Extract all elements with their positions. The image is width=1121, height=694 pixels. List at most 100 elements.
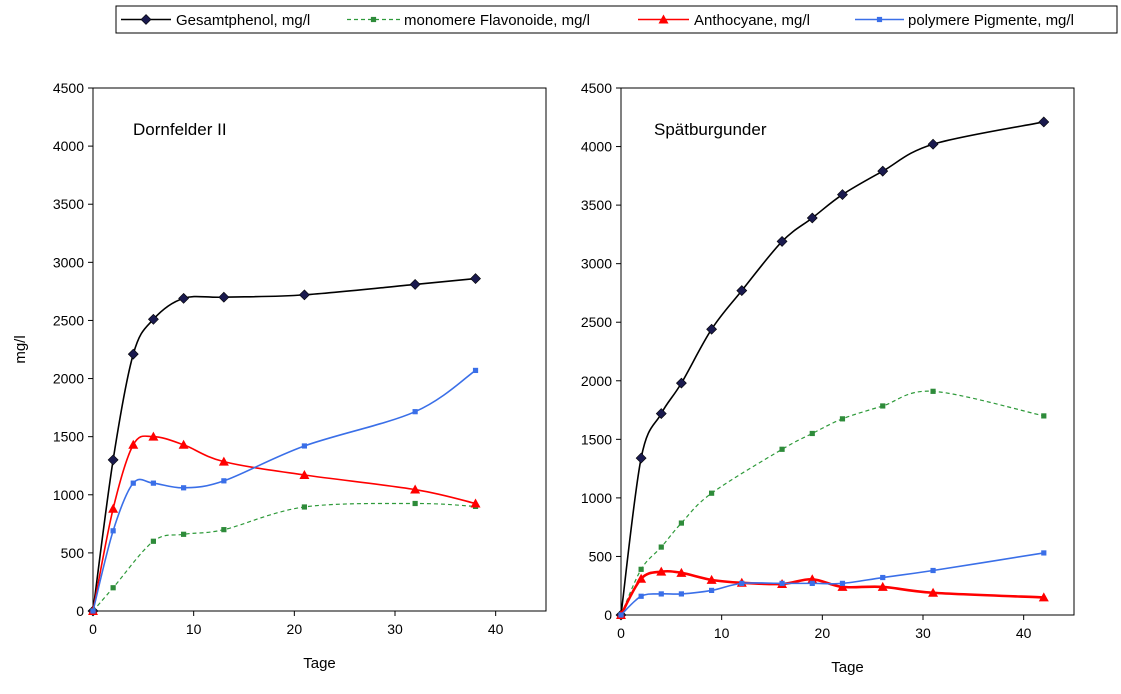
data-point-polymere-pigmente [809, 580, 815, 586]
data-point-anthocyane [1038, 592, 1049, 602]
series-line-polymere-pigmente-spaetburgunder [620, 552, 1044, 616]
data-point-anthocyane [218, 456, 229, 466]
y-tick-label-dornfelder: 1000 [53, 487, 84, 503]
y-tick-label-dornfelder: 3000 [53, 254, 84, 270]
data-point-polymere-pigmente [181, 485, 187, 491]
y-tick-label-dornfelder: 4500 [53, 80, 84, 96]
data-point-polymere-pigmente [1041, 550, 1047, 556]
data-point-gesamtphenol [706, 323, 718, 335]
legend: Gesamtphenol, mg/l monomere Flavonoide, … [115, 5, 1118, 34]
x-tick-label-dornfelder: 20 [287, 621, 303, 637]
data-point-monomere-flavonoide [839, 416, 846, 422]
data-point-monomere-flavonoide [658, 544, 664, 550]
series-line-polymere-pigmente-dornfelder [92, 369, 476, 612]
series-line-anthocyane-dornfelder [92, 435, 476, 612]
series-line-monomere-flavonoide-dornfelder [92, 502, 476, 612]
panel-title-spaetburgunder: Spätburgunder [654, 120, 767, 139]
data-point-anthocyane [128, 439, 139, 449]
x-tick-label-dornfelder: 10 [186, 621, 202, 637]
x-tick-label-spaetburgunder: 30 [915, 625, 931, 641]
data-point-polymere-pigmente [150, 480, 156, 486]
legend-label-polymere-pigmente: polymere Pigmente, mg/l [908, 12, 1074, 29]
data-point-gesamtphenol [147, 313, 159, 325]
data-point-monomere-flavonoide [809, 430, 815, 437]
y-tick-label-dornfelder: 2500 [53, 312, 84, 328]
data-point-polymere-pigmente [839, 580, 846, 586]
legend-label-anthocyane: Anthocyane, mg/l [694, 12, 810, 29]
data-point-monomere-flavonoide [221, 527, 227, 533]
chart-panel-dornfelder: Dornfelder II Tage mg/l 0 500 1000 1500 2000… [12, 80, 547, 672]
data-point-anthocyane [108, 503, 119, 513]
data-point-polymere-pigmente [709, 587, 715, 594]
data-point-polymere-pigmente [678, 591, 684, 597]
x-tick-label-dornfelder: 0 [89, 621, 97, 637]
legend-box [115, 5, 1118, 34]
y-tick-label-dornfelder: 500 [61, 545, 85, 561]
data-point-monomere-flavonoide [880, 403, 886, 409]
data-point-gesamtphenol [409, 278, 421, 290]
y-tick-label-spaetburgunder: 500 [589, 548, 613, 564]
data-point-gesamtphenol [635, 452, 647, 464]
series-gesamtphenol-spaetburgunder [615, 116, 1050, 621]
data-point-anthocyane [636, 573, 647, 583]
y-tick-label-spaetburgunder: 4000 [581, 139, 612, 155]
data-point-gesamtphenol [298, 289, 310, 301]
series-line-monomere-flavonoide-spaetburgunder [620, 390, 1044, 616]
data-point-gesamtphenol [776, 235, 788, 247]
x-tick-label-dornfelder: 40 [488, 621, 504, 637]
x-tick-label-dornfelder: 30 [387, 621, 403, 637]
series-line-gesamtphenol-spaetburgunder [620, 121, 1044, 616]
data-point-polymere-pigmente [110, 528, 116, 534]
data-point-anthocyane [928, 587, 939, 597]
data-point-gesamtphenol [806, 212, 818, 224]
data-point-monomere-flavonoide [779, 446, 785, 452]
data-point-monomere-flavonoide [301, 504, 307, 510]
data-point-polymere-pigmente [658, 591, 664, 597]
legend-label-monomere-flavonoide: monomere Flavonoide, mg/l [404, 12, 590, 29]
y-tick-label-spaetburgunder: 3500 [581, 197, 612, 213]
x-tick-label-spaetburgunder: 0 [617, 625, 625, 641]
legend-item-monomere-flavonoide: monomere Flavonoide, mg/l [347, 12, 590, 29]
data-point-polymere-pigmente [930, 567, 936, 574]
data-point-gesamtphenol [837, 189, 848, 200]
data-point-monomere-flavonoide [709, 490, 715, 496]
panel-title-dornfelder: Dornfelder II [133, 120, 227, 139]
data-point-polymere-pigmente [472, 367, 479, 374]
data-point-gesamtphenol [655, 408, 667, 419]
legend-item-polymere-pigmente: polymere Pigmente, mg/l [855, 12, 1074, 29]
y-tick-label-spaetburgunder: 3000 [581, 256, 612, 272]
data-point-polymere-pigmente [90, 608, 96, 614]
y-tick-label-spaetburgunder: 4500 [581, 80, 612, 96]
data-point-anthocyane [676, 567, 687, 577]
data-point-gesamtphenol [736, 285, 748, 297]
data-point-polymere-pigmente [130, 480, 136, 486]
data-point-gesamtphenol [107, 454, 119, 466]
chart-panel-spaetburgunder: Spätburgunder Tage 0 500 1000 1500 2000 2500 3… [581, 80, 1075, 676]
x-axis-title-spaetburgunder: Tage [831, 659, 864, 676]
y-tick-label-spaetburgunder: 1000 [581, 490, 612, 506]
data-point-monomere-flavonoide [150, 538, 156, 544]
series-polymere-pigmente-spaetburgunder [618, 550, 1047, 618]
data-point-polymere-pigmente [618, 612, 624, 618]
data-point-monomere-flavonoide [1041, 413, 1047, 419]
y-tick-label-dornfelder: 1500 [53, 429, 84, 445]
data-point-gesamtphenol [218, 291, 230, 303]
legend-marker-anthocyane [658, 14, 669, 24]
y-tick-label-spaetburgunder: 1500 [581, 431, 612, 447]
y-axis-title-dornfelder: mg/l [12, 335, 29, 363]
data-point-gesamtphenol [1038, 116, 1050, 128]
data-point-polymere-pigmente [739, 580, 745, 586]
y-tick-label-dornfelder: 2000 [53, 371, 84, 387]
data-point-anthocyane [410, 484, 421, 494]
data-point-polymere-pigmente [221, 478, 227, 484]
x-tick-label-spaetburgunder: 20 [815, 625, 831, 641]
series-monomere-flavonoide-dornfelder [90, 500, 479, 614]
data-point-gesamtphenol [927, 138, 939, 150]
data-point-gesamtphenol [470, 273, 481, 285]
x-tick-label-spaetburgunder: 10 [714, 625, 730, 641]
legend-label-gesamtphenol: Gesamtphenol, mg/l [176, 12, 310, 29]
legend-marker-gesamtphenol [140, 14, 152, 25]
data-point-polymere-pigmente [880, 574, 886, 581]
data-point-anthocyane [877, 581, 888, 591]
